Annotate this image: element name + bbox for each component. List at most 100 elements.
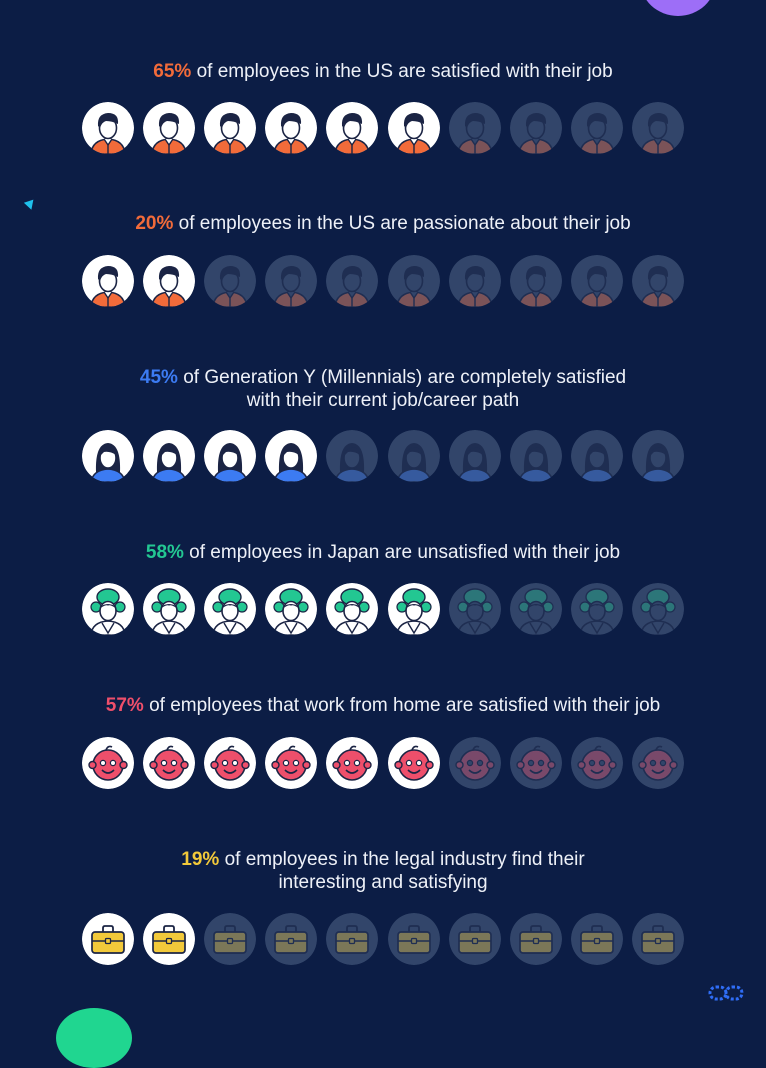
icon-row xyxy=(82,255,684,307)
stat-percent: 20% xyxy=(135,213,174,234)
icon-row xyxy=(82,737,684,789)
man-icon xyxy=(204,102,256,154)
briefcase-icon xyxy=(265,913,317,965)
stat-description: interesting and satisfying xyxy=(278,872,488,893)
woman-icon xyxy=(326,430,378,482)
empty-geisha-icon xyxy=(510,583,562,635)
filled-baby-face-icon xyxy=(204,737,256,789)
briefcase-icon xyxy=(143,913,195,965)
empty-baby-face-icon xyxy=(632,737,684,789)
empty-geisha-icon xyxy=(632,583,684,635)
stat-description: of employees in the legal industry find … xyxy=(219,849,585,870)
man-icon xyxy=(510,255,562,307)
filled-man-icon xyxy=(82,102,134,154)
briefcase-icon xyxy=(82,913,134,965)
filled-geisha-icon xyxy=(143,583,195,635)
empty-woman-icon xyxy=(571,430,623,482)
filled-woman-icon xyxy=(265,430,317,482)
man-icon xyxy=(571,102,623,154)
stat-description: of employees in Japan are unsatisfied wi… xyxy=(183,542,621,563)
woman-icon xyxy=(265,430,317,482)
empty-baby-face-icon xyxy=(449,737,501,789)
man-icon xyxy=(82,102,134,154)
man-icon xyxy=(204,255,256,307)
filled-baby-face-icon xyxy=(143,737,195,789)
filled-briefcase-icon xyxy=(143,913,195,965)
empty-woman-icon xyxy=(632,430,684,482)
stat-caption: 57% of employees that work from home are… xyxy=(0,694,766,717)
filled-baby-face-icon xyxy=(82,737,134,789)
filled-man-icon xyxy=(82,255,134,307)
empty-geisha-icon xyxy=(571,583,623,635)
empty-briefcase-icon xyxy=(265,913,317,965)
empty-man-icon xyxy=(449,255,501,307)
empty-briefcase-icon xyxy=(326,913,378,965)
man-icon xyxy=(82,255,134,307)
stat-description: of employees in the US are passionate ab… xyxy=(173,213,631,234)
filled-man-icon xyxy=(265,102,317,154)
empty-man-icon xyxy=(204,255,256,307)
man-icon xyxy=(143,255,195,307)
man-icon xyxy=(265,102,317,154)
geisha-icon xyxy=(388,583,440,635)
filled-man-icon xyxy=(143,255,195,307)
empty-man-icon xyxy=(632,102,684,154)
filled-geisha-icon xyxy=(388,583,440,635)
empty-woman-icon xyxy=(510,430,562,482)
empty-man-icon xyxy=(510,255,562,307)
icon-row xyxy=(82,102,684,154)
empty-man-icon xyxy=(571,102,623,154)
briefcase-icon xyxy=(326,913,378,965)
empty-briefcase-icon xyxy=(632,913,684,965)
geisha-icon xyxy=(510,583,562,635)
woman-icon xyxy=(632,430,684,482)
stat-caption: 58% of employees in Japan are unsatisfie… xyxy=(0,541,766,564)
empty-man-icon xyxy=(571,255,623,307)
stat-percent: 57% xyxy=(105,695,144,716)
briefcase-icon xyxy=(632,913,684,965)
man-icon xyxy=(510,102,562,154)
woman-icon xyxy=(204,430,256,482)
empty-man-icon xyxy=(326,255,378,307)
baby-face-icon xyxy=(143,737,195,789)
man-icon xyxy=(632,255,684,307)
stat-percent: 58% xyxy=(145,542,184,563)
filled-briefcase-icon xyxy=(82,913,134,965)
empty-briefcase-icon xyxy=(204,913,256,965)
empty-briefcase-icon xyxy=(510,913,562,965)
man-icon xyxy=(449,102,501,154)
geisha-icon xyxy=(204,583,256,635)
filled-geisha-icon xyxy=(265,583,317,635)
stat-percent: 19% xyxy=(181,849,220,870)
briefcase-icon xyxy=(510,913,562,965)
geisha-icon xyxy=(143,583,195,635)
filled-man-icon xyxy=(388,102,440,154)
icon-row xyxy=(82,913,684,965)
empty-man-icon xyxy=(632,255,684,307)
man-icon xyxy=(326,102,378,154)
stat-caption: 45% of Generation Y (Millennials) are co… xyxy=(0,366,766,412)
empty-baby-face-icon xyxy=(510,737,562,789)
filled-baby-face-icon xyxy=(326,737,378,789)
filled-baby-face-icon xyxy=(265,737,317,789)
man-icon xyxy=(326,255,378,307)
stat-description: with their current job/career path xyxy=(246,390,520,411)
decorative-green-circle xyxy=(56,1008,132,1068)
briefcase-icon xyxy=(388,913,440,965)
filled-man-icon xyxy=(326,102,378,154)
filled-man-icon xyxy=(204,102,256,154)
empty-woman-icon xyxy=(388,430,440,482)
woman-icon xyxy=(82,430,134,482)
woman-icon xyxy=(143,430,195,482)
empty-geisha-icon xyxy=(449,583,501,635)
briefcase-icon xyxy=(204,913,256,965)
geisha-icon xyxy=(632,583,684,635)
geisha-icon xyxy=(82,583,134,635)
empty-woman-icon xyxy=(326,430,378,482)
filled-geisha-icon xyxy=(326,583,378,635)
geisha-icon xyxy=(449,583,501,635)
stat-caption: 65% of employees in the US are satisfied… xyxy=(0,60,766,83)
decorative-purple-circle xyxy=(640,0,716,16)
woman-icon xyxy=(449,430,501,482)
empty-man-icon xyxy=(388,255,440,307)
